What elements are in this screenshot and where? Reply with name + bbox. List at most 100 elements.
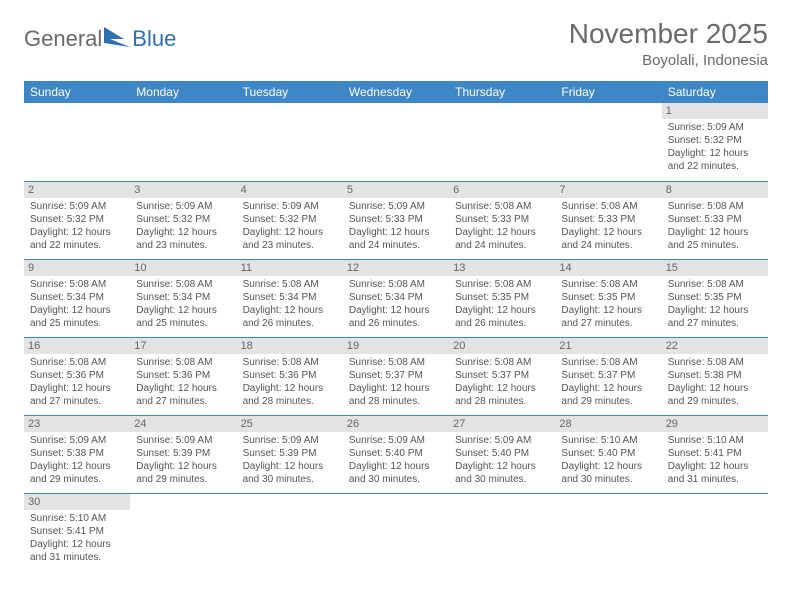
day-number: 12	[343, 260, 449, 276]
calendar-day: 15 Sunrise: 5:08 AMSunset: 5:35 PMDayligh…	[662, 259, 768, 337]
day-number: 9	[24, 260, 130, 276]
calendar-day: 20Sunrise: 5:08 AMSunset: 5:37 PMDayligh…	[449, 337, 555, 415]
day-details: Sunrise: 5:08 AMSunset: 5:35 PMDaylight:…	[453, 278, 551, 330]
day-details: Sunrise: 5:08 AMSunset: 5:33 PMDaylight:…	[666, 200, 764, 252]
calendar-day: 9Sunrise: 5:08 AMSunset: 5:34 PMDaylight…	[24, 259, 130, 337]
day-number: 17	[130, 338, 236, 354]
calendar-day: 17 Sunrise: 5:08 AMSunset: 5:36 PMDayligh…	[130, 337, 236, 415]
day-details: Sunrise: 5:08 AMSunset: 5:34 PMDaylight:…	[134, 278, 232, 330]
day-number: 18	[237, 338, 343, 354]
day-number: 10	[130, 260, 236, 276]
day-details: Sunrise: 5:08 AMSunset: 5:35 PMDaylight:…	[559, 278, 657, 330]
day-header: Friday	[555, 81, 661, 103]
day-details: Sunrise: 5:09 AMSunset: 5:39 PMDaylight:…	[134, 434, 232, 486]
calendar-day: 1 Sunrise: 5:09 AMSunset: 5:32 PMDaylight…	[662, 103, 768, 181]
day-details: Sunrise: 5:08 AMSunset: 5:33 PMDaylight:…	[453, 200, 551, 252]
calendar-day: 23Sunrise: 5:09 AMSunset: 5:38 PMDayligh…	[24, 415, 130, 493]
day-number: 29	[662, 416, 768, 432]
calendar-day: 27Sunrise: 5:09 AMSunset: 5:40 PMDayligh…	[449, 415, 555, 493]
day-details: Sunrise: 5:10 AMSunset: 5:41 PMDaylight:…	[666, 434, 764, 486]
day-number: 5	[343, 182, 449, 198]
day-details: Sunrise: 5:08 AMSunset: 5:34 PMDaylight:…	[347, 278, 445, 330]
day-details: Sunrise: 5:09 AMSunset: 5:39 PMDaylight:…	[241, 434, 339, 486]
day-details: Sunrise: 5:09 AMSunset: 5:32 PMDaylight:…	[28, 200, 126, 252]
day-details: Sunrise: 5:08 AMSunset: 5:33 PMDaylight:…	[559, 200, 657, 252]
calendar-day: 18 Sunrise: 5:08 AMSunset: 5:36 PMDayligh…	[237, 337, 343, 415]
calendar-day: 19 Sunrise: 5:08 AMSunset: 5:37 PMDayligh…	[343, 337, 449, 415]
calendar-day: 14 Sunrise: 5:08 AMSunset: 5:35 PMDayligh…	[555, 259, 661, 337]
calendar-week: 30 Sunrise: 5:10 AMSunset: 5:41 PMDayligh…	[24, 493, 768, 571]
day-number: 15	[662, 260, 768, 276]
day-number: 23	[24, 416, 130, 432]
day-header: Wednesday	[343, 81, 449, 103]
day-number: 24	[130, 416, 236, 432]
day-details: Sunrise: 5:09 AMSunset: 5:32 PMDaylight:…	[134, 200, 232, 252]
day-number: 3	[130, 182, 236, 198]
day-details: Sunrise: 5:08 AMSunset: 5:36 PMDaylight:…	[28, 356, 126, 408]
day-number: 30	[24, 494, 130, 510]
calendar-day-empty	[343, 493, 449, 571]
calendar-day: 6 Sunrise: 5:08 AMSunset: 5:33 PMDaylight…	[449, 181, 555, 259]
calendar-day: 2Sunrise: 5:09 AMSunset: 5:32 PMDaylight…	[24, 181, 130, 259]
day-number: 11	[237, 260, 343, 276]
day-details: Sunrise: 5:08 AMSunset: 5:36 PMDaylight:…	[241, 356, 339, 408]
day-header: Saturday	[662, 81, 768, 103]
calendar-week: 1 Sunrise: 5:09 AMSunset: 5:32 PMDaylight…	[24, 103, 768, 181]
day-number: 26	[343, 416, 449, 432]
day-details: Sunrise: 5:09 AMSunset: 5:40 PMDaylight:…	[453, 434, 551, 486]
calendar-day: 21 Sunrise: 5:08 AMSunset: 5:37 PMDayligh…	[555, 337, 661, 415]
calendar-day-empty	[343, 103, 449, 181]
day-details: Sunrise: 5:10 AMSunset: 5:40 PMDaylight:…	[559, 434, 657, 486]
calendar-day: 4Sunrise: 5:09 AMSunset: 5:32 PMDaylight…	[237, 181, 343, 259]
logo-text-blue: Blue	[132, 26, 176, 52]
day-number: 28	[555, 416, 661, 432]
calendar-day: 22Sunrise: 5:08 AMSunset: 5:38 PMDayligh…	[662, 337, 768, 415]
day-number: 4	[237, 182, 343, 198]
month-title: November 2025	[569, 18, 768, 50]
calendar-day-empty	[449, 493, 555, 571]
logo: General Blue	[24, 26, 176, 52]
calendar-day: 3 Sunrise: 5:09 AMSunset: 5:32 PMDaylight…	[130, 181, 236, 259]
calendar-week: 9Sunrise: 5:08 AMSunset: 5:34 PMDaylight…	[24, 259, 768, 337]
day-header: Thursday	[449, 81, 555, 103]
logo-text-general: General	[24, 26, 102, 52]
day-header-row: SundayMondayTuesdayWednesdayThursdayFrid…	[24, 81, 768, 103]
calendar-day: 24 Sunrise: 5:09 AMSunset: 5:39 PMDayligh…	[130, 415, 236, 493]
title-block: November 2025 Boyolali, Indonesia	[569, 18, 768, 69]
calendar-day: 28 Sunrise: 5:10 AMSunset: 5:40 PMDayligh…	[555, 415, 661, 493]
day-number: 8	[662, 182, 768, 198]
day-number: 13	[449, 260, 555, 276]
calendar-day-empty	[130, 103, 236, 181]
day-details: Sunrise: 5:09 AMSunset: 5:40 PMDaylight:…	[347, 434, 445, 486]
calendar-day: 11 Sunrise: 5:08 AMSunset: 5:34 PMDayligh…	[237, 259, 343, 337]
day-details: Sunrise: 5:08 AMSunset: 5:34 PMDaylight:…	[241, 278, 339, 330]
day-number: 14	[555, 260, 661, 276]
day-details: Sunrise: 5:08 AMSunset: 5:37 PMDaylight:…	[559, 356, 657, 408]
day-number: 22	[662, 338, 768, 354]
day-number: 7	[555, 182, 661, 198]
day-header: Tuesday	[237, 81, 343, 103]
day-number: 19	[343, 338, 449, 354]
page-header: General Blue November 2025 Boyolali, Ind…	[24, 18, 768, 69]
day-details: Sunrise: 5:08 AMSunset: 5:36 PMDaylight:…	[134, 356, 232, 408]
day-details: Sunrise: 5:09 AMSunset: 5:32 PMDaylight:…	[666, 121, 764, 173]
day-details: Sunrise: 5:09 AMSunset: 5:33 PMDaylight:…	[347, 200, 445, 252]
day-number: 1	[662, 103, 768, 119]
day-details: Sunrise: 5:08 AMSunset: 5:35 PMDaylight:…	[666, 278, 764, 330]
day-number: 6	[449, 182, 555, 198]
location: Boyolali, Indonesia	[569, 52, 768, 69]
calendar-day: 13 Sunrise: 5:08 AMSunset: 5:35 PMDayligh…	[449, 259, 555, 337]
calendar-day: 12 Sunrise: 5:08 AMSunset: 5:34 PMDayligh…	[343, 259, 449, 337]
calendar-day: 25Sunrise: 5:09 AMSunset: 5:39 PMDayligh…	[237, 415, 343, 493]
day-details: Sunrise: 5:08 AMSunset: 5:37 PMDaylight:…	[453, 356, 551, 408]
day-header: Monday	[130, 81, 236, 103]
day-details: Sunrise: 5:08 AMSunset: 5:37 PMDaylight:…	[347, 356, 445, 408]
calendar-week: 23Sunrise: 5:09 AMSunset: 5:38 PMDayligh…	[24, 415, 768, 493]
calendar-day: 10 Sunrise: 5:08 AMSunset: 5:34 PMDayligh…	[130, 259, 236, 337]
calendar-day: 7 Sunrise: 5:08 AMSunset: 5:33 PMDaylight…	[555, 181, 661, 259]
calendar-day: 5 Sunrise: 5:09 AMSunset: 5:33 PMDaylight…	[343, 181, 449, 259]
logo-flag-icon	[104, 27, 130, 47]
day-number: 21	[555, 338, 661, 354]
day-details: Sunrise: 5:10 AMSunset: 5:41 PMDaylight:…	[28, 512, 126, 564]
calendar-day-empty	[237, 493, 343, 571]
